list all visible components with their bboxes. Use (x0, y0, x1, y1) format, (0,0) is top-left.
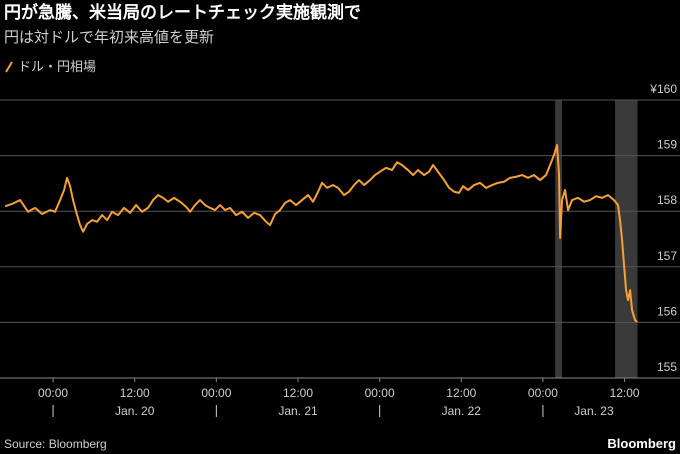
x-tick-label: 12:00 (283, 386, 313, 400)
y-tick-label: ¥160 (649, 82, 677, 96)
y-tick-label: 158 (657, 193, 677, 207)
x-tick-label: 00:00 (38, 386, 68, 400)
x-tick-label: 00:00 (528, 386, 558, 400)
y-tick-label: 155 (657, 360, 677, 374)
source: Source: Bloomberg (4, 437, 107, 451)
date-label: Jan. 22 (442, 404, 482, 418)
shaded-span (615, 100, 638, 378)
y-tick-label: 159 (657, 138, 677, 152)
legend-swatch (5, 61, 13, 73)
line (4, 144, 638, 323)
chart-subtitle: 円は対ドルで年初来高値を更新 (4, 29, 214, 46)
shaded-span (555, 100, 562, 378)
y-tick-label: 156 (657, 304, 677, 318)
y-tick-label: 157 (657, 249, 677, 263)
x-tick-label: 00:00 (201, 386, 231, 400)
chart-title: 円が急騰、米当局のレートチェック実施観測で (4, 2, 361, 22)
date-label: Jan. 21 (278, 404, 318, 418)
x-tick-label: 12:00 (610, 386, 640, 400)
date-label: Jan. 20 (115, 404, 155, 418)
x-tick-label: 12:00 (446, 386, 476, 400)
x-tick-label: 12:00 (120, 386, 150, 400)
legend-label: ドル・円相場 (18, 59, 96, 74)
x-tick-label: 00:00 (365, 386, 395, 400)
date-label: Jan. 23 (574, 404, 614, 418)
brand: Bloomberg (607, 436, 676, 451)
